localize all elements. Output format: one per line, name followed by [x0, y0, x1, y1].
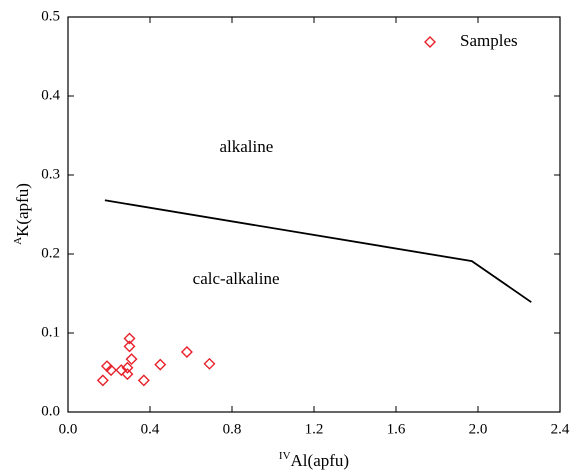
point [115, 364, 128, 377]
plot-frame [67, 16, 561, 413]
y-tick-label: 0.2 [41, 245, 60, 261]
point [121, 361, 134, 374]
point [203, 357, 216, 370]
x-tick-label: 1.6 [387, 421, 406, 437]
y-tick-label: 0.5 [41, 8, 60, 24]
y-tick-label: 0.4 [41, 87, 60, 103]
y-label-text: K(apfu) [13, 183, 32, 237]
x-tick-label: 0.4 [141, 421, 160, 437]
x-tick-label: 2.0 [469, 421, 488, 437]
annotation: alkaline [219, 137, 273, 156]
y-label-sup: A [12, 237, 24, 245]
x-axis-label: IVAl(apfu) [279, 450, 349, 470]
annotation: calc-alkaline [193, 269, 280, 288]
point [137, 374, 150, 387]
y-axis-label: AK(apfu) [12, 183, 32, 245]
point [121, 368, 134, 381]
x-tick-label: 1.2 [305, 421, 324, 437]
point [96, 374, 109, 387]
legend-marker [424, 36, 436, 48]
point [123, 332, 136, 345]
point [180, 345, 193, 358]
point [154, 358, 167, 371]
x-tick-label: 0.0 [59, 421, 78, 437]
point [123, 340, 136, 353]
y-tick-label: 0.1 [41, 324, 60, 340]
x-tick-label: 0.8 [223, 421, 242, 437]
point [125, 353, 138, 366]
point [105, 364, 118, 377]
boundary-line [104, 199, 532, 303]
x-label-text: Al(apfu) [291, 451, 350, 470]
x-tick-label: 2.4 [551, 421, 570, 437]
x-label-sup: IV [279, 450, 291, 462]
legend-label: Samples [460, 31, 518, 50]
y-tick-label: 0.3 [41, 166, 60, 182]
y-tick-label: 0.0 [41, 403, 60, 419]
